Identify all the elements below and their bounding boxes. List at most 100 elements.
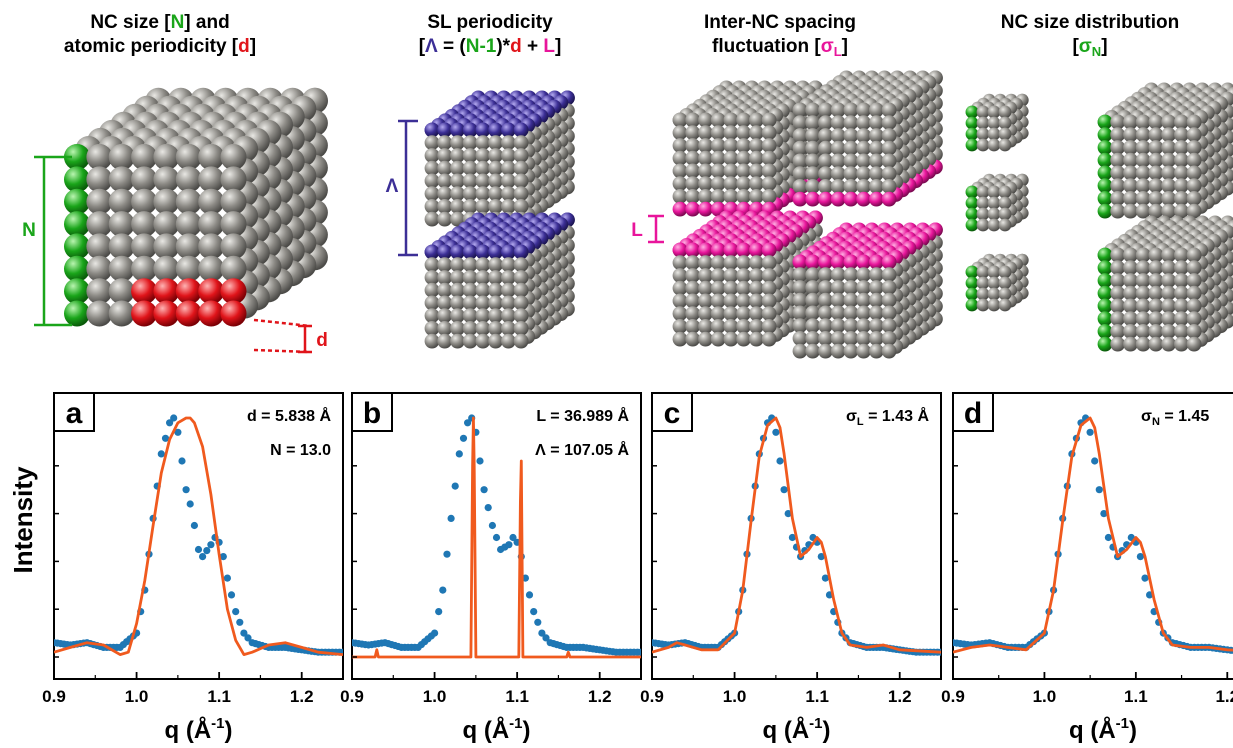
x-tick-label: 1.0 (423, 687, 447, 706)
atom (475, 122, 491, 138)
atom (437, 257, 453, 273)
atom (736, 189, 751, 204)
atom (1148, 260, 1164, 276)
atom (710, 138, 726, 153)
atom (965, 287, 979, 301)
atom (987, 116, 1001, 130)
header-segment: ] and (184, 12, 229, 33)
atom (462, 333, 478, 349)
atom (710, 280, 726, 296)
data-point (464, 419, 472, 427)
atom (1174, 165, 1189, 181)
plot-frame (351, 392, 642, 680)
atom (736, 255, 751, 271)
fit-line (352, 416, 641, 659)
atom (1110, 311, 1126, 326)
atom (488, 257, 503, 273)
atom (672, 293, 688, 309)
atom (805, 318, 821, 333)
atom (1161, 311, 1176, 326)
atom (761, 189, 777, 204)
atom (710, 331, 726, 347)
data-point (637, 648, 641, 656)
atom (818, 115, 833, 131)
atom (818, 191, 833, 207)
atom (818, 343, 833, 359)
atom (843, 179, 859, 194)
atom (462, 186, 478, 202)
atom (1174, 203, 1189, 219)
atom (869, 331, 884, 346)
atom (818, 140, 833, 156)
atom (987, 138, 1001, 152)
chart-panel-d: 0.9 1.0 1.1 1.2 q (Å-1) d σN = 1.45 (941, 392, 1233, 744)
atom (450, 186, 465, 202)
atom (792, 102, 808, 118)
atom (685, 176, 701, 192)
atom (1135, 165, 1151, 181)
atom (462, 308, 478, 323)
atom (998, 265, 1012, 279)
atom (1097, 191, 1113, 206)
atom (462, 122, 478, 138)
atom (1161, 114, 1176, 130)
atom (1110, 247, 1126, 263)
header-3-line-1: [σN] (1072, 36, 1107, 59)
atom (976, 287, 990, 301)
atom (792, 128, 808, 143)
atom (736, 138, 751, 153)
atom (723, 306, 739, 321)
atom (1174, 114, 1189, 130)
data-point (505, 541, 513, 549)
atom (1110, 298, 1126, 314)
atom (1186, 336, 1202, 352)
atom (805, 102, 821, 118)
atom (513, 122, 529, 138)
atom (86, 278, 113, 305)
atom (1110, 191, 1126, 206)
data-point (190, 521, 198, 530)
atom (488, 270, 503, 285)
data-point (772, 428, 780, 436)
atom (987, 185, 1001, 199)
atom (513, 148, 529, 163)
atom (198, 188, 225, 215)
atom (1161, 285, 1176, 301)
atom (818, 280, 833, 295)
atom (513, 135, 529, 151)
atom (792, 254, 808, 270)
atom (792, 343, 808, 359)
atom (1135, 324, 1151, 339)
atom (710, 255, 726, 271)
atom (1110, 273, 1126, 288)
atom (987, 265, 1001, 279)
chart-panel-a: 0.9 1.0 1.1 1.2 q (Å-1) a d = 5.838 Å N = 13.0 (42, 392, 344, 744)
header-segment: σ (821, 36, 834, 57)
atom (488, 148, 503, 163)
data-point (480, 486, 488, 494)
atom (424, 148, 440, 163)
atom (1110, 152, 1126, 168)
atom (450, 148, 465, 163)
atom (1097, 114, 1113, 130)
atom (987, 196, 1001, 210)
atom (698, 150, 713, 166)
l-label: L (631, 220, 643, 241)
atom (792, 267, 808, 283)
atom (987, 276, 1001, 290)
atom (761, 268, 777, 283)
atom (108, 211, 135, 238)
atom (761, 319, 777, 334)
atom (792, 305, 808, 321)
atom (869, 102, 884, 118)
atom (462, 257, 478, 273)
atom (1123, 324, 1138, 339)
atom (805, 128, 821, 143)
atom (437, 173, 453, 189)
data-point (1104, 533, 1112, 542)
data-point (817, 553, 825, 561)
atom (881, 292, 897, 308)
atom (976, 138, 990, 152)
data-point (170, 414, 178, 422)
